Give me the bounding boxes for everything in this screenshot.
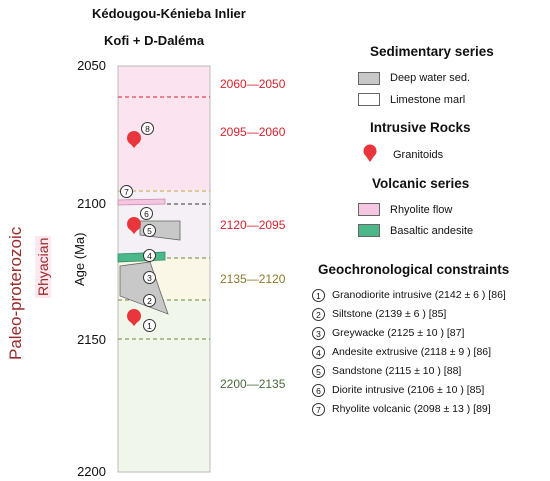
geochron-num: 4 — [312, 345, 325, 359]
legend-sedimentary-header: Sedimentary series — [370, 44, 494, 59]
geochron-item: 1 Granodiorite intrusive (2142 ± 6 ) [86… — [312, 287, 506, 303]
deep-water-swatch — [358, 72, 380, 85]
legend-volcanic-header: Volcanic series — [372, 176, 470, 191]
deep-water-label: Deep water sed. — [390, 72, 471, 84]
range-2060-2050: 2060—2050 — [220, 77, 286, 91]
marker-1: 1 — [143, 319, 156, 332]
title-inlier: Kédougou-Kénieba Inlier — [92, 6, 246, 21]
geochron-item: 3 Greywacke (2125 ± 10 ) [87] — [312, 325, 464, 341]
granitoid-drop-6 — [127, 217, 141, 234]
geochron-num: 6 — [312, 383, 325, 397]
granitoid-drop-1 — [127, 309, 141, 326]
geochron-item: 5 Sandstone (2115 ± 10 ) [88] — [312, 363, 461, 379]
geochron-num: 3 — [312, 326, 325, 340]
geochron-text: Siltstone (2139 ± 6 ) [85] — [332, 308, 447, 320]
granitoid-drop-8 — [127, 131, 141, 148]
tick-2050: 2050 — [77, 58, 106, 73]
zone-pink — [118, 66, 210, 190]
tick-2100: 2100 — [77, 196, 106, 211]
title-belts: Kofi + D-Daléma — [104, 33, 205, 48]
marker-8: 8 — [141, 122, 154, 135]
range-2135-2120: 2135—2120 — [220, 272, 286, 286]
deep-water-wedge-lower — [119, 261, 169, 315]
zone-green — [118, 300, 210, 472]
granitoids-label: Granitoids — [393, 149, 444, 161]
marker-7: 7 — [120, 185, 133, 198]
column-frame — [117, 65, 211, 473]
basaltic-label: Basaltic andesite — [390, 225, 474, 237]
marker-4: 4 — [143, 249, 156, 262]
rhyolite-label: Rhyolite flow — [390, 204, 453, 216]
limestone-label: Limestone marl — [390, 94, 466, 106]
geochron-text: Diorite intrusive (2106 ± 10 ) [85] — [332, 384, 485, 396]
range-2095-2060: 2095—2060 — [220, 125, 286, 139]
geochron-item: 7 Rhyolite volcanic (2098 ± 13 ) [89] — [312, 401, 491, 417]
tick-2200: 2200 — [77, 464, 106, 479]
rhyolite-swatch — [358, 203, 380, 216]
geochron-header: Geochronological constraints — [318, 262, 510, 277]
marker-2: 2 — [143, 294, 156, 307]
geochron-item: 6 Diorite intrusive (2106 ± 10 ) [85] — [312, 382, 484, 398]
basaltic-andesite-layer — [117, 251, 166, 263]
geochron-text: Rhyolite volcanic (2098 ± 13 ) [89] — [332, 403, 491, 415]
basaltic-swatch — [358, 224, 380, 237]
tick-2150: 2150 — [77, 332, 106, 347]
granitoid-legend-icon — [363, 144, 377, 162]
range-2120-2095: 2120—2095 — [220, 218, 286, 232]
geochron-text: Greywacke (2125 ± 10 ) [87] — [332, 327, 465, 339]
geochron-text: Granodiorite intrusive (2142 ± 6 ) [86] — [332, 289, 506, 301]
legend-intrusive-header: Intrusive Rocks — [370, 120, 471, 135]
marker-6: 6 — [140, 207, 153, 220]
geochron-text: Andesite extrusive (2118 ± 9 ) [86] — [332, 346, 492, 358]
geochron-num: 5 — [312, 364, 325, 378]
geochron-item: 2 Siltstone (2139 ± 6 ) [85] — [312, 306, 446, 322]
marker-3: 3 — [143, 271, 156, 284]
geochron-text: Sandstone (2115 ± 10 ) [88] — [332, 365, 462, 377]
range-2200-2135: 2200—2135 — [220, 377, 286, 391]
geochron-num: 1 — [312, 288, 325, 302]
limestone-swatch — [358, 93, 380, 106]
geochron-num: 7 — [312, 402, 325, 416]
marker-5: 5 — [143, 224, 156, 237]
rhyolite-flow-layer — [117, 198, 166, 206]
geochron-num: 2 — [312, 307, 325, 321]
geochron-item: 4 Andesite extrusive (2118 ± 9 ) [86] — [312, 344, 491, 360]
